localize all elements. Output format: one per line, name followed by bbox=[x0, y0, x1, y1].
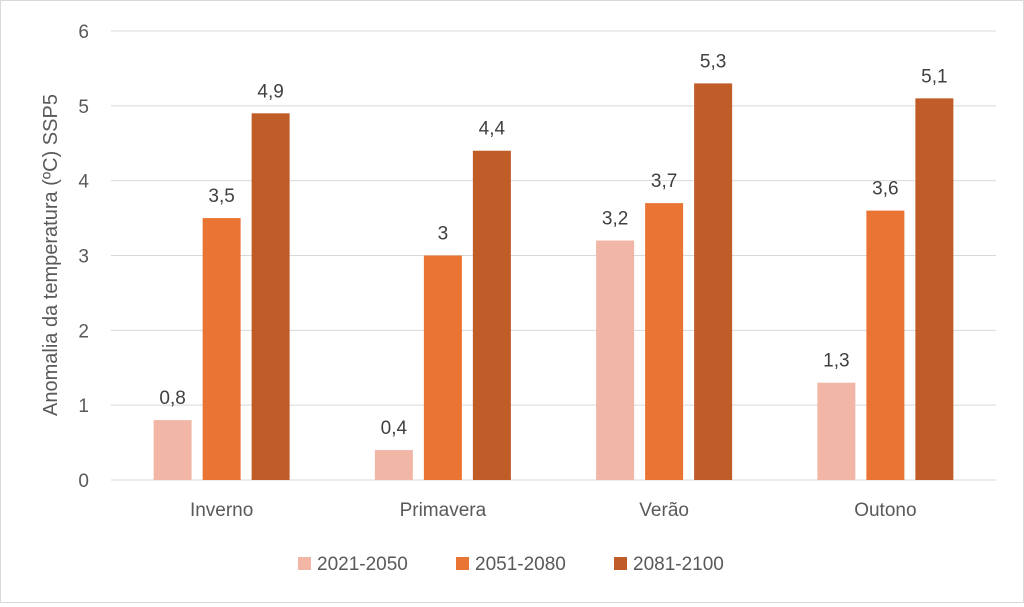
data-label: 5,1 bbox=[921, 66, 947, 87]
bar-2081-2100-Primavera bbox=[472, 150, 511, 480]
data-label: 1,3 bbox=[823, 351, 849, 372]
bar-2021-2050-Inverno bbox=[153, 420, 192, 480]
bar-2081-2100-Verão bbox=[694, 83, 733, 480]
legend-label: 2081-2100 bbox=[633, 554, 724, 575]
legend: 2021-2050 2051-2080 2081-2100 bbox=[298, 554, 724, 575]
legend-label: 2051-2080 bbox=[475, 554, 566, 575]
bars bbox=[153, 83, 954, 481]
legend-label: 2021-2050 bbox=[317, 554, 408, 575]
y-tick-label: 4 bbox=[78, 172, 89, 193]
y-tick-label: 2 bbox=[78, 321, 89, 342]
y-tick-label: 0 bbox=[78, 471, 89, 492]
category-label-Verão: Verão bbox=[639, 500, 689, 521]
data-label: 3,2 bbox=[602, 209, 628, 230]
y-axis-ticks: 0 1 2 3 4 5 6 bbox=[78, 22, 89, 492]
y-axis-title: Anomalia da temperatura (ºC) SSP5 bbox=[40, 94, 62, 416]
category-label-Inverno: Inverno bbox=[190, 500, 253, 521]
data-label: 3,7 bbox=[651, 171, 677, 192]
bar-2021-2050-Primavera bbox=[374, 450, 413, 480]
legend-swatch bbox=[298, 557, 311, 570]
x-axis-categories: Inverno Primavera Verão Outono bbox=[190, 500, 917, 521]
data-label: 3,5 bbox=[208, 186, 234, 207]
data-label: 4,9 bbox=[257, 81, 283, 102]
data-label: 0,4 bbox=[381, 418, 408, 439]
data-labels: 0,8 3,5 4,9 0,4 3 4,4 3,2 3,7 5,3 1,3 3,6 5,1 bbox=[159, 51, 947, 439]
bar-2051-2080-Outono bbox=[866, 210, 905, 480]
bar-2081-2100-Inverno bbox=[251, 113, 290, 481]
gridlines bbox=[111, 30, 996, 481]
y-tick-label: 5 bbox=[78, 97, 89, 118]
data-label: 3,6 bbox=[872, 179, 898, 200]
y-tick-label: 6 bbox=[78, 22, 89, 43]
category-label-Primavera: Primavera bbox=[400, 500, 487, 521]
y-tick-label: 3 bbox=[78, 247, 89, 268]
data-label: 3 bbox=[438, 224, 449, 245]
y-tick-label: 1 bbox=[78, 396, 89, 417]
bar-2021-2050-Verão bbox=[596, 240, 635, 480]
data-label: 5,3 bbox=[700, 51, 726, 72]
bar-2081-2100-Outono bbox=[915, 98, 954, 480]
bar-2051-2080-Inverno bbox=[202, 218, 241, 481]
bar-2051-2080-Verão bbox=[645, 203, 684, 480]
bar-2051-2080-Primavera bbox=[423, 255, 462, 480]
legend-swatch bbox=[456, 557, 469, 570]
category-label-Outono: Outono bbox=[854, 500, 916, 521]
data-label: 0,8 bbox=[159, 388, 185, 409]
data-label: 4,4 bbox=[479, 119, 506, 140]
bar-2021-2050-Outono bbox=[817, 382, 856, 480]
legend-swatch bbox=[614, 557, 627, 570]
